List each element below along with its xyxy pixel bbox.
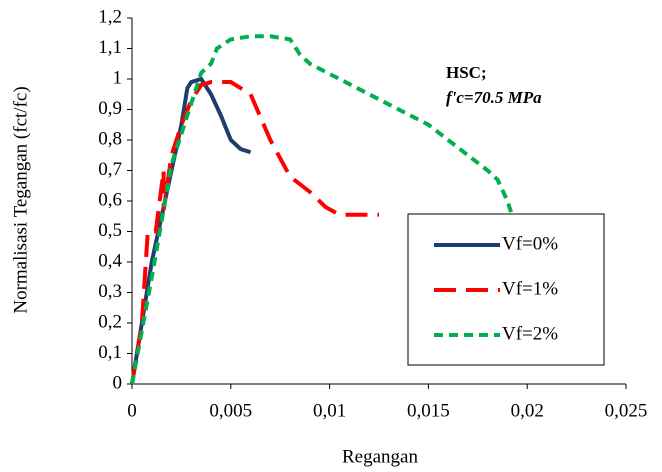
y-tick-label: 1 [113,67,123,88]
y-tick-label: 0 [113,372,123,393]
y-tick-label: 0,3 [98,281,122,302]
x-axis-label: Regangan [342,446,418,467]
annotation: f'c=70.5 MPa [446,88,542,107]
x-tick-label: 0,01 [313,400,346,421]
y-tick-label: 0,2 [98,311,122,332]
series-line [130,34,514,385]
y-tick-label: 0,9 [98,98,122,119]
y-tick-label: 0,4 [98,250,122,271]
y-tick-label: 1,2 [98,6,122,27]
x-tick-label: 0,015 [407,400,450,421]
y-tick-label: 0,7 [98,159,122,180]
annotation: HSC; [446,63,487,82]
y-tick-label: 0,8 [98,128,122,149]
legend-label: Vf=2% [502,323,558,344]
series-line [130,76,252,385]
y-tick-label: 0,6 [98,189,122,210]
y-tick-label: 1,1 [98,37,122,58]
y-tick-label: 0,5 [98,220,122,241]
x-tick-label: 0,005 [209,400,252,421]
x-tick-label: 0,025 [605,400,648,421]
y-tick-label: 0,1 [98,342,122,363]
x-tick-label: 0,02 [511,400,544,421]
legend-label: Vf=0% [502,233,558,254]
legend-label: Vf=1% [502,278,558,299]
y-axis-label: Normalisasi Tegangan (fct/fc) [10,86,31,313]
series-line [130,80,379,385]
x-tick-label: 0 [127,400,137,421]
